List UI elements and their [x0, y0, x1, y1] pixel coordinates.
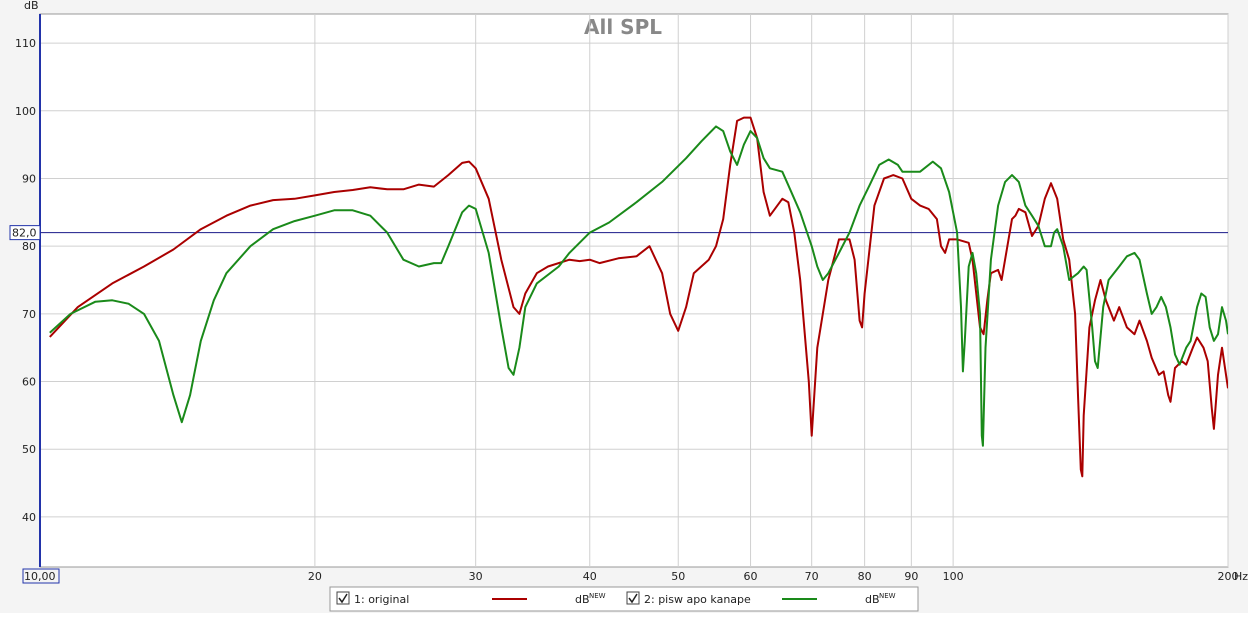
- legend-checkbox[interactable]: [626, 591, 640, 605]
- y-axis-label: dB: [24, 0, 39, 12]
- y-tick-label: 90: [22, 172, 36, 185]
- x-tick-label: 80: [858, 570, 872, 583]
- legend: [329, 586, 919, 612]
- legend-checkbox[interactable]: [336, 591, 350, 605]
- series-line: [49, 116, 1228, 478]
- y-tick-label: 80: [22, 240, 36, 253]
- legend-label: 2: pisw apo kanape: [644, 593, 751, 606]
- legend-unit-tag: NEW: [879, 592, 896, 600]
- x-tick-label: 90: [904, 570, 918, 583]
- x-tick-label: 40: [583, 570, 597, 583]
- y-tick-label: 100: [15, 105, 36, 118]
- legend-label: 1: original: [354, 593, 409, 606]
- x-axis-label: Hz: [1234, 570, 1248, 583]
- plot-area: [39, 13, 1229, 568]
- x-tick-label: 200: [1218, 570, 1239, 583]
- series-line: [49, 125, 1228, 447]
- x-tick-label: 50: [671, 570, 685, 583]
- cursor-box: [9, 225, 41, 241]
- series-group: [49, 116, 1228, 478]
- y-tick-label: 110: [15, 37, 36, 50]
- y-tick-label: 40: [22, 511, 36, 524]
- legend-unit-tag: NEW: [589, 592, 606, 600]
- x-tick-label: 70: [805, 570, 819, 583]
- cursor-label: 82,0: [12, 227, 37, 240]
- x-origin-box: [22, 568, 60, 584]
- y-tick-label: 70: [22, 308, 36, 321]
- x-tick-label: 60: [744, 570, 758, 583]
- x-tick-label: 100: [943, 570, 964, 583]
- chart-title: All SPL: [584, 15, 662, 39]
- y-tick-label: 50: [22, 443, 36, 456]
- y-tick-label: 60: [22, 376, 36, 389]
- x-tick-label: 30: [469, 570, 483, 583]
- legend-unit: dB: [865, 593, 880, 606]
- x-tick-label: 10,00: [24, 570, 56, 583]
- x-tick-label: 20: [308, 570, 322, 583]
- legend-unit: dB: [575, 593, 590, 606]
- legend-check: [338, 593, 348, 604]
- legend-check: [628, 593, 638, 604]
